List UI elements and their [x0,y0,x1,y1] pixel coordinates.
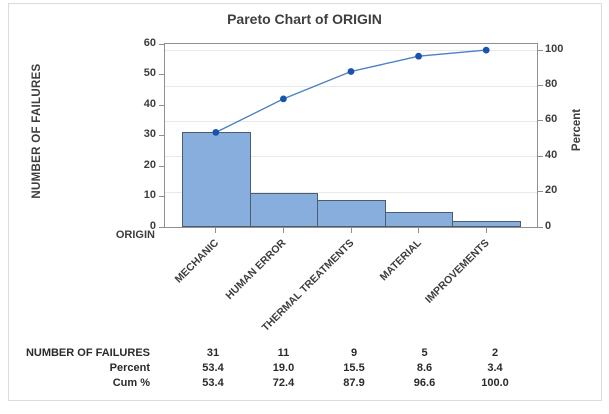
cumulative-point [482,46,490,54]
x-tick [350,228,352,233]
bar-thermal-treatments [317,199,386,227]
cumulative-line-layer [212,46,490,136]
chart-title: Pareto Chart of ORIGIN [227,11,382,27]
table-cell: 2 [491,347,499,359]
x-tick [215,228,217,233]
y-tick [159,104,164,106]
table-row-label: Percent [109,362,150,374]
cumulative-point [212,129,220,136]
table-cell: 100.0 [481,377,509,389]
right-axis-label: Percent [571,108,583,152]
y2-tick-label: 0 [545,219,552,232]
y-tick-label: 50 [143,67,156,79]
x-tick [282,228,284,233]
y-tick-label: 40 [143,97,156,110]
y-tick-label: 20 [143,158,156,171]
y-tick-label: 30 [143,128,156,140]
table-cell: 15.5 [343,362,365,374]
table-cell: 96.6 [413,377,436,389]
table-row-label: NUMBER OF FAILURES [25,347,150,359]
y-tick-label: 60 [143,36,156,49]
table-cell: 53.4 [202,362,224,374]
left-axis-label: NUMBER OF FAILURES [31,63,43,199]
y-tick-label: 10 [143,189,156,201]
y2-tick-label: 60 [545,113,558,126]
cumulative-point [347,68,355,75]
table-cell: 72.4 [272,377,295,389]
y-tick [159,196,164,197]
y-tick [159,165,164,167]
plot-area [165,44,537,228]
y-tick [159,226,164,228]
gridline [165,156,537,158]
table-cell: 53.4 [202,377,224,389]
x-axis-label: ORIGIN [115,229,155,241]
table-cell: 19.0 [272,362,295,374]
y2-tick [538,120,543,122]
bar-material [384,211,454,228]
y2-tick [538,155,543,157]
table-cell: 87.9 [343,377,365,389]
gridline [165,120,537,122]
y-tick [159,135,164,136]
x-tick [418,228,420,233]
table-cell: 31 [206,347,220,359]
y2-tick [538,191,543,193]
cumulative-point [415,52,422,60]
y-tick [159,43,164,45]
y2-tick-label: 80 [545,78,558,90]
y2-tick [538,85,543,86]
y2-tick-label: 20 [545,184,558,197]
cumulative-line [215,49,487,134]
gridline [165,191,537,193]
table-cell: 9 [350,347,358,359]
table-row-label: Cum % [112,377,150,389]
gridline [165,50,537,52]
y2-tick [538,49,543,51]
bar-improvements [452,220,521,227]
table-cell: 11 [277,347,290,359]
cumulative-point [280,95,287,103]
y-tick-label: 0 [149,219,156,232]
table-cell: 8.6 [416,362,433,374]
y2-tick-label: 40 [545,148,558,161]
y2-tick-label: 100 [545,42,564,55]
table-cell: 3.4 [487,362,503,374]
gridline [165,85,537,87]
y-tick [159,74,164,75]
x-tick [485,228,487,233]
table-cell: 5 [421,347,428,359]
y2-tick [538,226,543,228]
